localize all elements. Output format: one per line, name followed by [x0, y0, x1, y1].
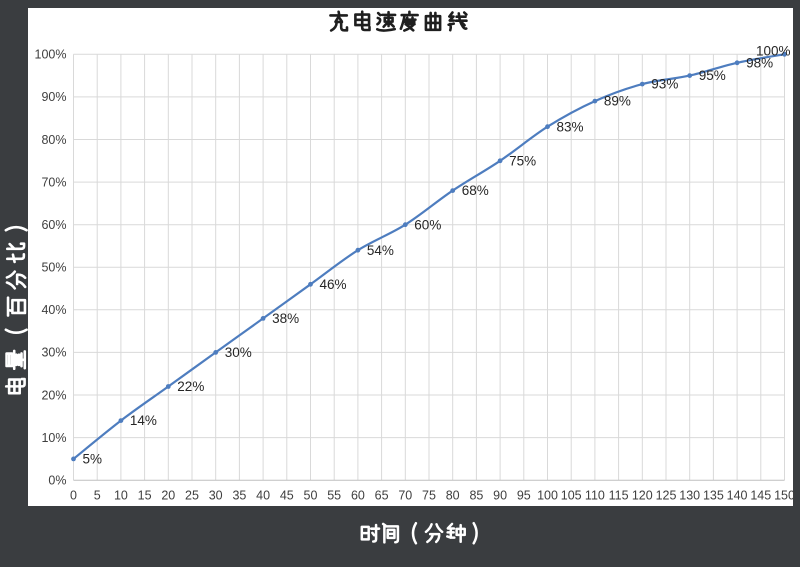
svg-text:30%: 30%	[41, 346, 66, 360]
svg-text:80%: 80%	[41, 133, 66, 147]
svg-text:150: 150	[774, 489, 795, 503]
svg-text:20%: 20%	[41, 388, 66, 402]
svg-text:65: 65	[375, 489, 389, 503]
svg-text:80: 80	[446, 489, 460, 503]
svg-text:46%: 46%	[320, 277, 347, 292]
svg-text:30%: 30%	[225, 345, 252, 360]
svg-text:35: 35	[232, 489, 246, 503]
svg-text:95: 95	[517, 489, 531, 503]
svg-text:50%: 50%	[41, 261, 66, 275]
svg-text:130: 130	[679, 489, 700, 503]
svg-text:90%: 90%	[41, 90, 66, 104]
svg-text:20: 20	[161, 489, 175, 503]
svg-text:38%: 38%	[272, 311, 299, 326]
svg-text:60: 60	[351, 489, 365, 503]
svg-text:55: 55	[327, 489, 341, 503]
svg-text:60%: 60%	[41, 218, 66, 232]
svg-text:5%: 5%	[83, 452, 103, 467]
svg-text:125: 125	[656, 489, 677, 503]
svg-text:60%: 60%	[414, 217, 441, 232]
svg-text:89%: 89%	[604, 94, 631, 109]
svg-text:10%: 10%	[41, 431, 66, 445]
svg-text:75%: 75%	[509, 153, 536, 168]
svg-text:90: 90	[493, 489, 507, 503]
svg-text:120: 120	[632, 489, 653, 503]
svg-text:0%: 0%	[48, 474, 66, 488]
svg-text:110: 110	[585, 489, 605, 503]
svg-text:5: 5	[94, 489, 101, 503]
svg-text:85: 85	[469, 489, 483, 503]
svg-text:70: 70	[398, 489, 412, 503]
svg-text:100%: 100%	[35, 48, 67, 62]
svg-text:50: 50	[304, 489, 318, 503]
svg-text:10: 10	[114, 489, 128, 503]
svg-text:30: 30	[209, 489, 223, 503]
svg-text:83%: 83%	[557, 119, 584, 134]
svg-text:95%: 95%	[699, 68, 726, 83]
svg-text:100%: 100%	[756, 44, 791, 59]
svg-text:115: 115	[609, 489, 629, 503]
svg-text:0: 0	[70, 489, 77, 503]
svg-text:105: 105	[561, 489, 582, 503]
svg-text:54%: 54%	[367, 243, 394, 258]
svg-text:22%: 22%	[177, 379, 204, 394]
svg-text:93%: 93%	[651, 77, 678, 92]
svg-text:98%: 98%	[746, 55, 773, 70]
svg-text:25: 25	[185, 489, 199, 503]
svg-text:135: 135	[703, 489, 724, 503]
svg-text:40%: 40%	[41, 303, 66, 317]
svg-text:40: 40	[256, 489, 270, 503]
svg-text:15: 15	[138, 489, 152, 503]
svg-text:100: 100	[537, 489, 558, 503]
svg-text:75: 75	[422, 489, 436, 503]
svg-text:145: 145	[750, 489, 771, 503]
svg-text:140: 140	[727, 489, 748, 503]
svg-text:14%: 14%	[130, 413, 157, 428]
svg-text:68%: 68%	[462, 183, 489, 198]
svg-text:45: 45	[280, 489, 294, 503]
svg-text:70%: 70%	[41, 175, 66, 189]
